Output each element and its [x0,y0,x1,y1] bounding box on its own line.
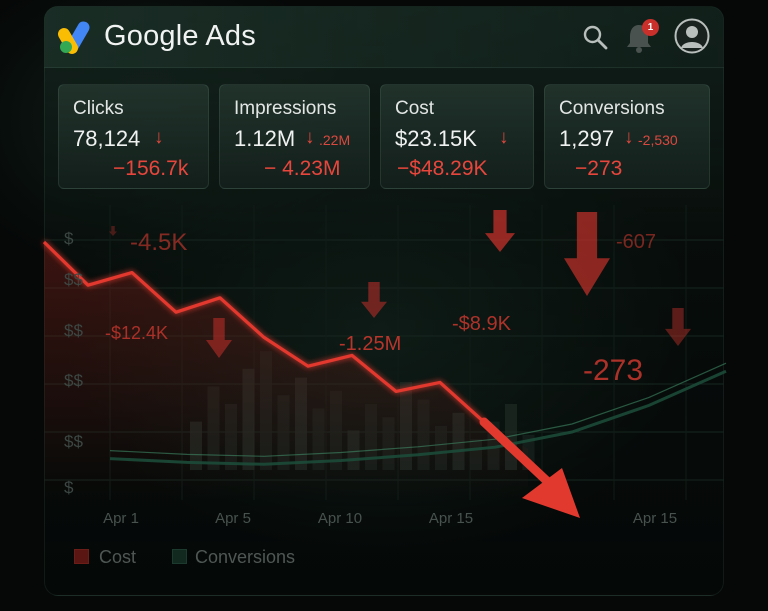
avatar-icon[interactable] [674,18,710,54]
metric-card-conversions[interactable]: Conversions 1,297 ↓ -2,530 −273 [544,84,710,189]
annotation-label: -273 [583,354,643,387]
x-tick-label: Apr 10 [318,510,362,527]
down-arrow-icon [522,468,580,518]
y-tick-label: $ [64,229,74,248]
x-tick-label: Apr 5 [215,510,251,527]
legend-cost-label: Cost [99,547,137,567]
metric-label: Clicks [73,98,124,119]
annotation-label: -607 [616,231,656,253]
conversions-line [109,369,727,466]
y-tick-label: $$ [64,371,83,390]
metric-card-cost[interactable]: Cost $23.15K ↓ −$48.29K [380,84,534,189]
app-header [44,6,724,68]
annotation-label: -4.5K [130,229,187,256]
y-tick-label: $$ [64,270,83,289]
metric-value: 78,124 [73,126,141,151]
down-arrow-icon [361,282,387,318]
metric-delta: − 4.23M [264,157,341,180]
legend-cost-swatch [74,549,89,564]
metric-value: $23.15K [395,126,477,151]
down-arrow-icon: ↓ [499,127,509,148]
y-tick-label: $ [64,478,74,497]
down-arrow-icon [109,226,117,236]
conversions-line-glow [109,362,727,457]
notification-badge: 1 [642,19,659,36]
down-arrow-icon: ↓ [624,127,634,148]
down-arrow-icon [564,212,610,296]
down-arrow-icon [485,210,515,252]
google-ads-logo-icon[interactable] [58,20,98,54]
down-arrow-icon: ↓ [154,127,164,148]
annotation-label: -1.25M [339,333,401,355]
y-tick-label: $$ [64,321,83,340]
metric-card-clicks[interactable]: Clicks 78,124 ↓ −156.7k [58,84,209,189]
metric-value: 1,297 [559,126,615,151]
annotation-label: -$8.9K [452,313,512,335]
down-arrow-icon [206,318,232,358]
down-arrow-icon: ↓ [305,127,315,148]
metric-value: 1.12M [234,126,296,151]
x-tick-label: Apr 15 [633,510,677,527]
search-icon[interactable] [582,24,608,50]
metric-delta: −156.7k [113,157,189,180]
metric-delta: −$48.29K [397,157,488,180]
metric-card-impressions[interactable]: Impressions 1.12M ↓ .22M − 4.23M [219,84,370,189]
legend-conversions-swatch [172,549,187,564]
metric-sub: -2,530 [638,132,678,148]
down-arrow-icon [665,308,691,346]
cost-area [44,242,528,500]
metric-label: Impressions [234,98,337,119]
x-tick-label: Apr 1 [103,510,139,527]
annotation-label: -$12.4K [105,323,168,343]
metric-delta: −273 [575,157,623,180]
x-tick-label: Apr 15 [429,510,473,527]
brand-title: Google Ads [104,20,256,52]
cost-line [42,240,486,424]
legend-conversions-label: Conversions [195,547,296,567]
metric-label: Cost [395,98,435,119]
cost-trend-line [479,417,553,487]
y-tick-label: $$ [64,432,83,451]
metric-sub: .22M [319,132,351,148]
metric-label: Conversions [559,98,665,119]
